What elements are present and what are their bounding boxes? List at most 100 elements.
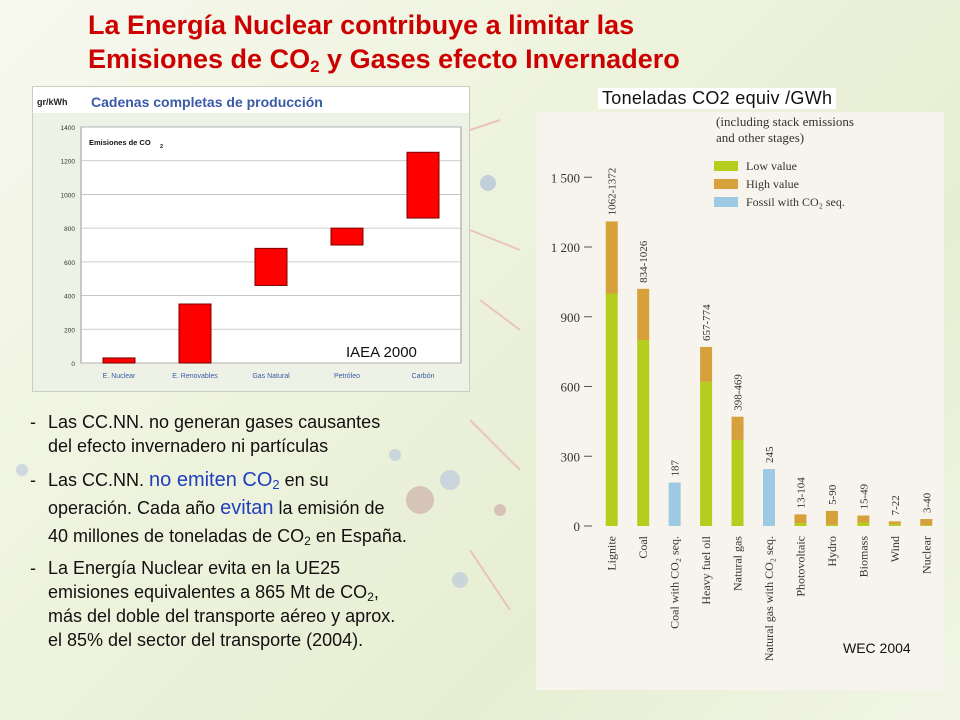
bar-high-value [794,514,807,523]
bar-low-value [825,524,838,526]
x-category-label: E. Renovables [172,373,218,380]
bullet-dash: - [30,558,36,578]
y-tick-label: 600 [561,380,581,395]
title-line2: Emisiones de CO [88,44,311,74]
bar [406,151,440,219]
iaea-chart-panel: gr/kWh Cadenas completas de producción 0 20… [32,86,470,392]
bar-range-label: 187 [670,460,682,477]
bar-low-value [605,293,618,526]
bar [178,303,212,364]
bar-low-value [700,381,713,526]
bar-low-value [888,524,901,526]
bar-low-value [731,439,744,526]
x-category-label: Carbón [412,373,435,380]
plot-area [80,126,462,364]
highlight-no-emiten: no emiten CO [149,469,273,491]
bar-low-value [920,525,933,526]
iaea-source-label: IAEA 2000 [346,344,417,361]
x-category-label: Lignite [605,536,619,571]
legend-swatch [714,161,738,171]
bullet-3-line3: más del doble del transporte aéreo y apr… [48,606,396,626]
bullet-2-text: 40 millones de toneladas de CO [48,526,305,546]
bar-range-label: 245 [764,446,776,463]
x-category-label: Hydro [825,536,839,567]
legend-label: High value [746,177,799,191]
bullet-dash: - [30,470,36,490]
title-line1: La Energía Nuclear contribuye a limitar … [88,10,635,40]
legend-label: Fossil with CO₂ seq. [746,195,845,209]
bar [254,247,288,286]
y-tick-label: 600 [64,260,75,267]
y-tick-label: 400 [64,294,75,301]
bar [102,357,136,364]
bar [330,227,364,246]
bar-range-label: 5-90 [827,484,839,505]
bullet-2-line2: operación. Cada año evitan la emisión de [48,496,540,520]
bar-range-label: 398-469 [733,374,745,411]
y-tick-label: 900 [561,310,581,325]
bullet-2-text: operación. Cada año [48,498,221,518]
y-axis-unit-label: gr/kWh [37,97,68,107]
bullet-1-line2: del efecto invernadero ni partículas [48,436,329,456]
iaea-chart: gr/kWh Cadenas completas de producción 0 20… [33,87,469,391]
x-category-label: Coal with CO₂ seq. [668,536,682,629]
bar-high-value [920,519,933,526]
y-tick-label: 0 [71,361,75,368]
bullet-2-line3: 40 millones de toneladas de CO2 en Españ… [48,524,540,548]
chart-subtitle-line2: and other stages) [716,130,804,145]
x-category-label: Coal [636,535,650,558]
bar-range-label: 13-104 [795,477,807,509]
y-tick-label: 1 200 [551,240,580,255]
bullet-2-text: la emisión de [273,498,385,518]
highlight-evitan: evitan [220,497,274,519]
x-category-label: Natural gas [731,536,745,591]
title-subscript: 2 [310,57,320,76]
series-label: Emisiones de CO [89,138,151,147]
bar-fossil-seq [763,469,775,526]
bullet-item-2: - Las CC.NN. no emiten CO2 en su operaci… [30,468,540,548]
bullet-item-1: - Las CC.NN. no generan gases causantes … [30,410,540,458]
legend-swatch [714,197,738,207]
y-tick-label: 200 [64,327,75,334]
y-tick-label: 800 [64,226,75,233]
x-category-label: Petróleo [334,373,360,380]
wec-source-label: WEC 2004 [843,640,911,656]
x-category-label: Heavy fuel oil [699,535,713,604]
bar-high-value [857,515,870,523]
x-category-label: Wind [888,536,902,562]
bullet-2-text: en su [279,470,329,490]
co2-subscript: 2 [304,534,311,548]
bar-high-value [888,521,901,525]
x-category-label: Nuclear [919,536,933,574]
bar-fossil-seq [668,482,681,526]
bar-range-label: 834-1026 [638,240,650,283]
y-tick-label: 1200 [61,159,76,166]
bar-high-value [637,288,650,340]
x-category-label: E. Nuclear [103,373,136,380]
page-title: La Energía Nuclear contribuye a limitar … [88,8,888,76]
bar-range-label: 7-22 [890,495,902,515]
y-tick-label: 1400 [61,125,76,132]
y-tick-label: 0 [574,519,581,534]
wec-chart-panel: (including stack emissions and other stag… [536,112,944,690]
bullet-3-line1: La Energía Nuclear evita en la UE25 [48,558,341,578]
bullet-2-text: en España. [310,526,407,546]
bullet-1-line1: Las CC.NN. no generan gases causantes [48,412,381,432]
legend-swatch [714,179,738,189]
wec-chart-caption: Toneladas CO2 equiv /GWh [598,88,837,109]
co2-subscript: 2 [367,590,374,604]
bar-range-label: 3-40 [921,492,933,513]
bullet-dash: - [30,412,36,432]
bullet-3-line2: emisiones equivalentes a 865 Mt de CO2, [48,580,540,604]
bar-low-value [637,340,650,526]
y-tick-label: 300 [561,449,581,464]
x-category-label: Photovoltaic [793,536,807,597]
highlight-subscript: 2 [272,477,280,492]
bullet-item-3: - La Energía Nuclear evita en la UE25 em… [30,556,540,652]
bar-high-value [731,416,744,440]
x-category-label: Natural gas with CO₂ seq. [762,536,776,661]
bullet-3-text: emisiones equivalentes a 865 Mt de CO [48,582,368,602]
bar-range-label: 1062-1372 [607,168,619,216]
chart-header-band [33,87,469,113]
